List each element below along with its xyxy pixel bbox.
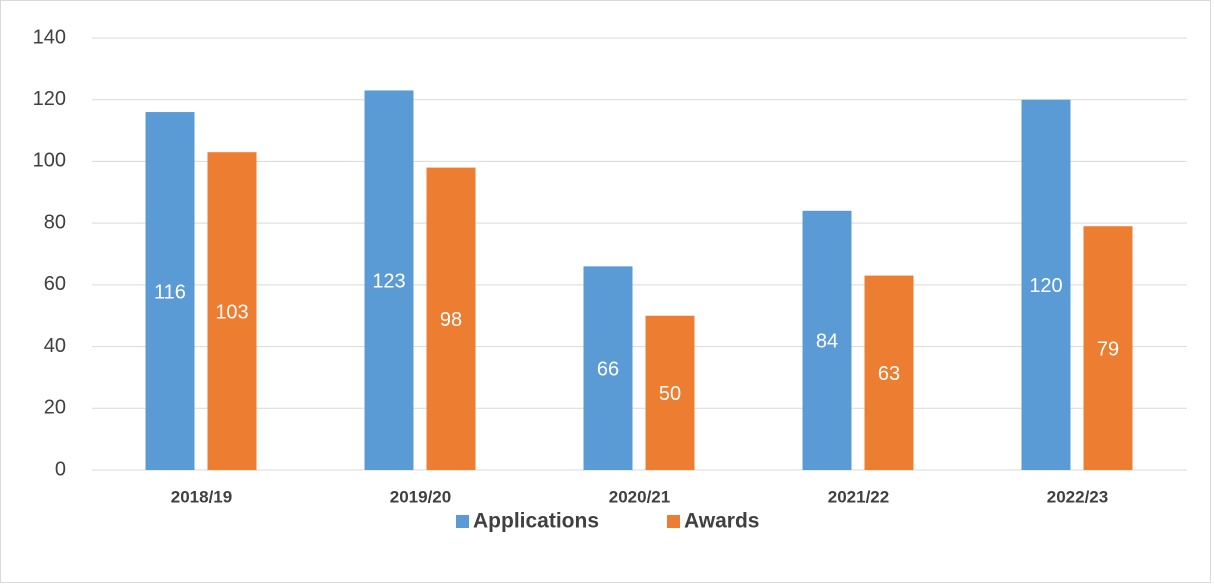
bar [583, 266, 633, 470]
legend-label: Applications [473, 510, 599, 533]
bar [645, 315, 695, 470]
x-tick-label: 2019/20 [390, 487, 451, 506]
y-tick-label: 100 [33, 150, 66, 172]
y-tick-label: 0 [55, 458, 66, 480]
data-label: 123 [372, 271, 405, 293]
data-label: 120 [1029, 275, 1062, 297]
y-tick-label: 40 [44, 335, 66, 357]
bar [364, 90, 414, 470]
y-tick-label: 60 [44, 273, 66, 295]
bar [1083, 226, 1133, 470]
data-label: 50 [659, 383, 681, 405]
bar [145, 112, 195, 471]
data-label: 116 [154, 281, 186, 303]
bar [802, 210, 852, 471]
legend-label: Awards [684, 510, 759, 533]
legend-swatch [667, 515, 680, 528]
y-tick-label: 120 [33, 88, 66, 110]
data-label: 66 [597, 358, 619, 380]
bar [1021, 99, 1071, 470]
x-tick-label: 2021/22 [828, 487, 889, 506]
data-label: 98 [440, 309, 462, 331]
x-tick-label: 2022/23 [1047, 487, 1108, 506]
y-tick-label: 140 [33, 26, 66, 48]
x-tick-label: 2020/21 [609, 487, 670, 506]
y-tick-label: 20 [44, 397, 66, 419]
data-label: 79 [1097, 338, 1119, 360]
data-label: 103 [215, 301, 248, 323]
x-tick-label: 2018/19 [171, 487, 232, 506]
data-label: 63 [878, 363, 900, 385]
y-tick-label: 80 [44, 211, 66, 233]
bar [426, 167, 476, 470]
legend-swatch [456, 515, 469, 528]
bar [207, 152, 257, 470]
data-label: 84 [816, 331, 838, 353]
bar [864, 275, 914, 470]
